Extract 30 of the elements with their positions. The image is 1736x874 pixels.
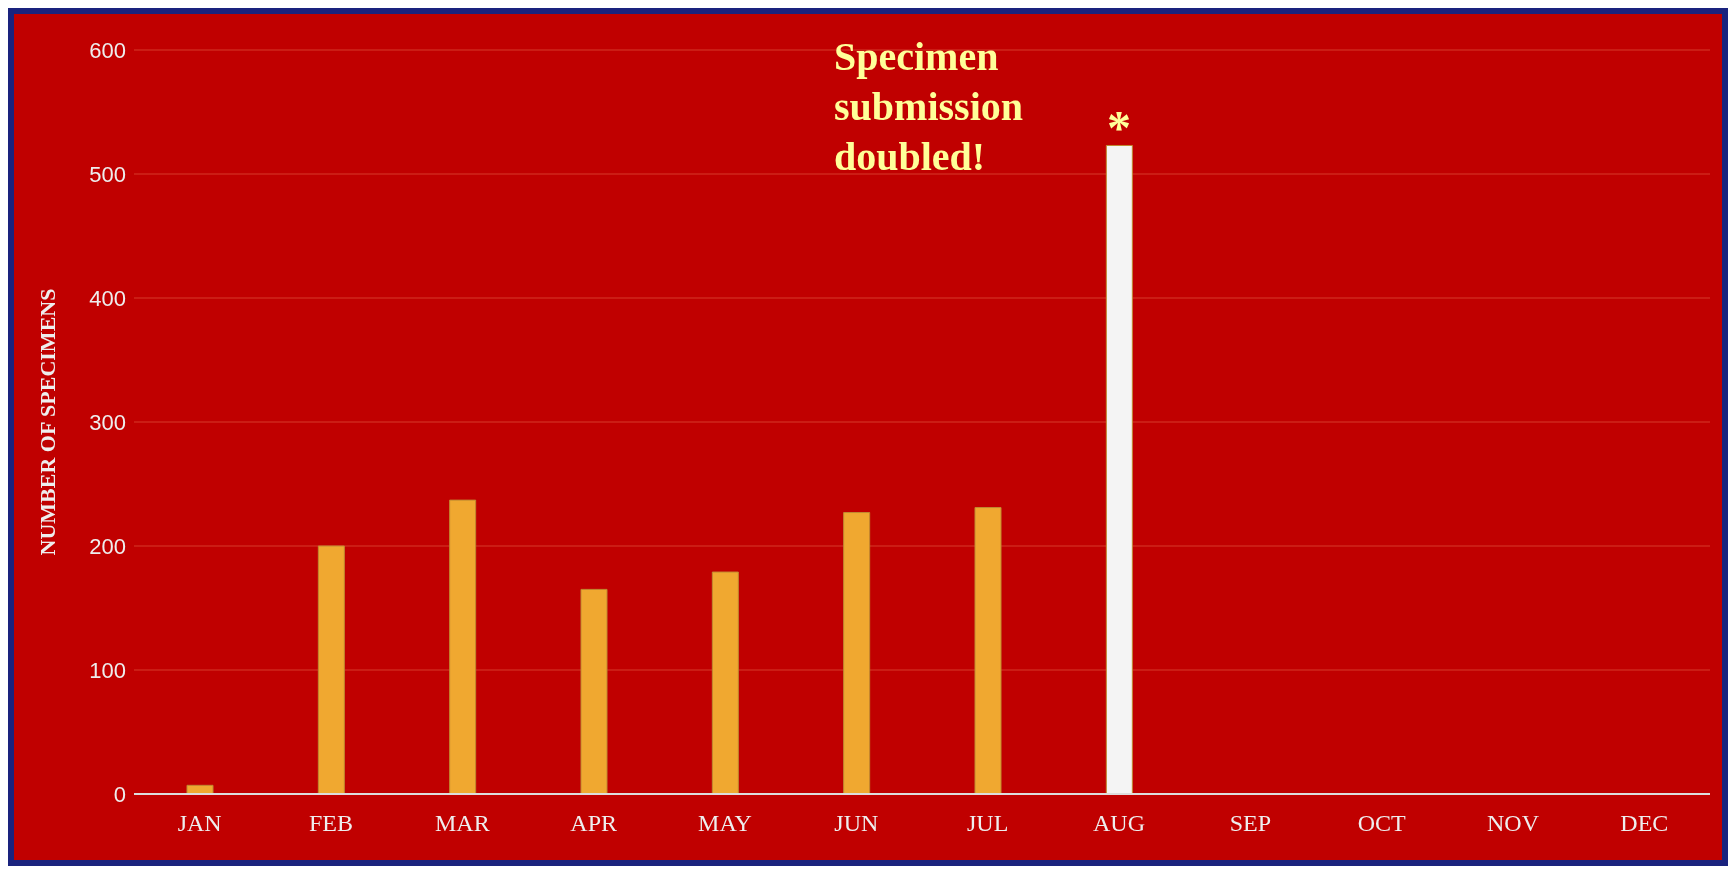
bar [711,571,739,794]
x-tick-label: DEC [1620,810,1669,837]
y-tick-label: 600 [89,37,126,63]
bar [1105,144,1133,794]
x-tick-label: MAR [434,810,490,837]
y-tick-label: 300 [89,409,126,435]
annotation: Specimen submission doubled! [834,33,1024,181]
bar [317,545,345,794]
x-tick-label: NOV [1487,810,1540,837]
x-tick-label: FEB [308,810,354,837]
y-tick-label: 500 [89,161,126,187]
x-tick-label: SEP [1229,810,1272,837]
y-tick-label: 200 [89,533,126,559]
x-tick-label: APR [570,810,618,837]
y-tick-label: 400 [89,285,126,311]
x-tick-label: JUL [966,810,1009,837]
y-tick-label: 100 [89,657,126,683]
y-tick-label: 0 [113,781,126,807]
annotation: * [1107,101,1131,155]
x-tick-label: AUG [1093,810,1145,837]
x-tick-label: OCT [1357,810,1407,837]
bar [580,588,608,794]
x-tick-label: JAN [177,810,222,837]
bar [449,499,477,794]
y-axis-title: NUMBER OF SPECIMENS [34,288,60,556]
bar [974,507,1002,794]
x-tick-label: JUN [834,810,879,837]
x-tick-label: MAY [698,810,752,837]
bar [186,784,214,794]
bar [843,512,871,794]
